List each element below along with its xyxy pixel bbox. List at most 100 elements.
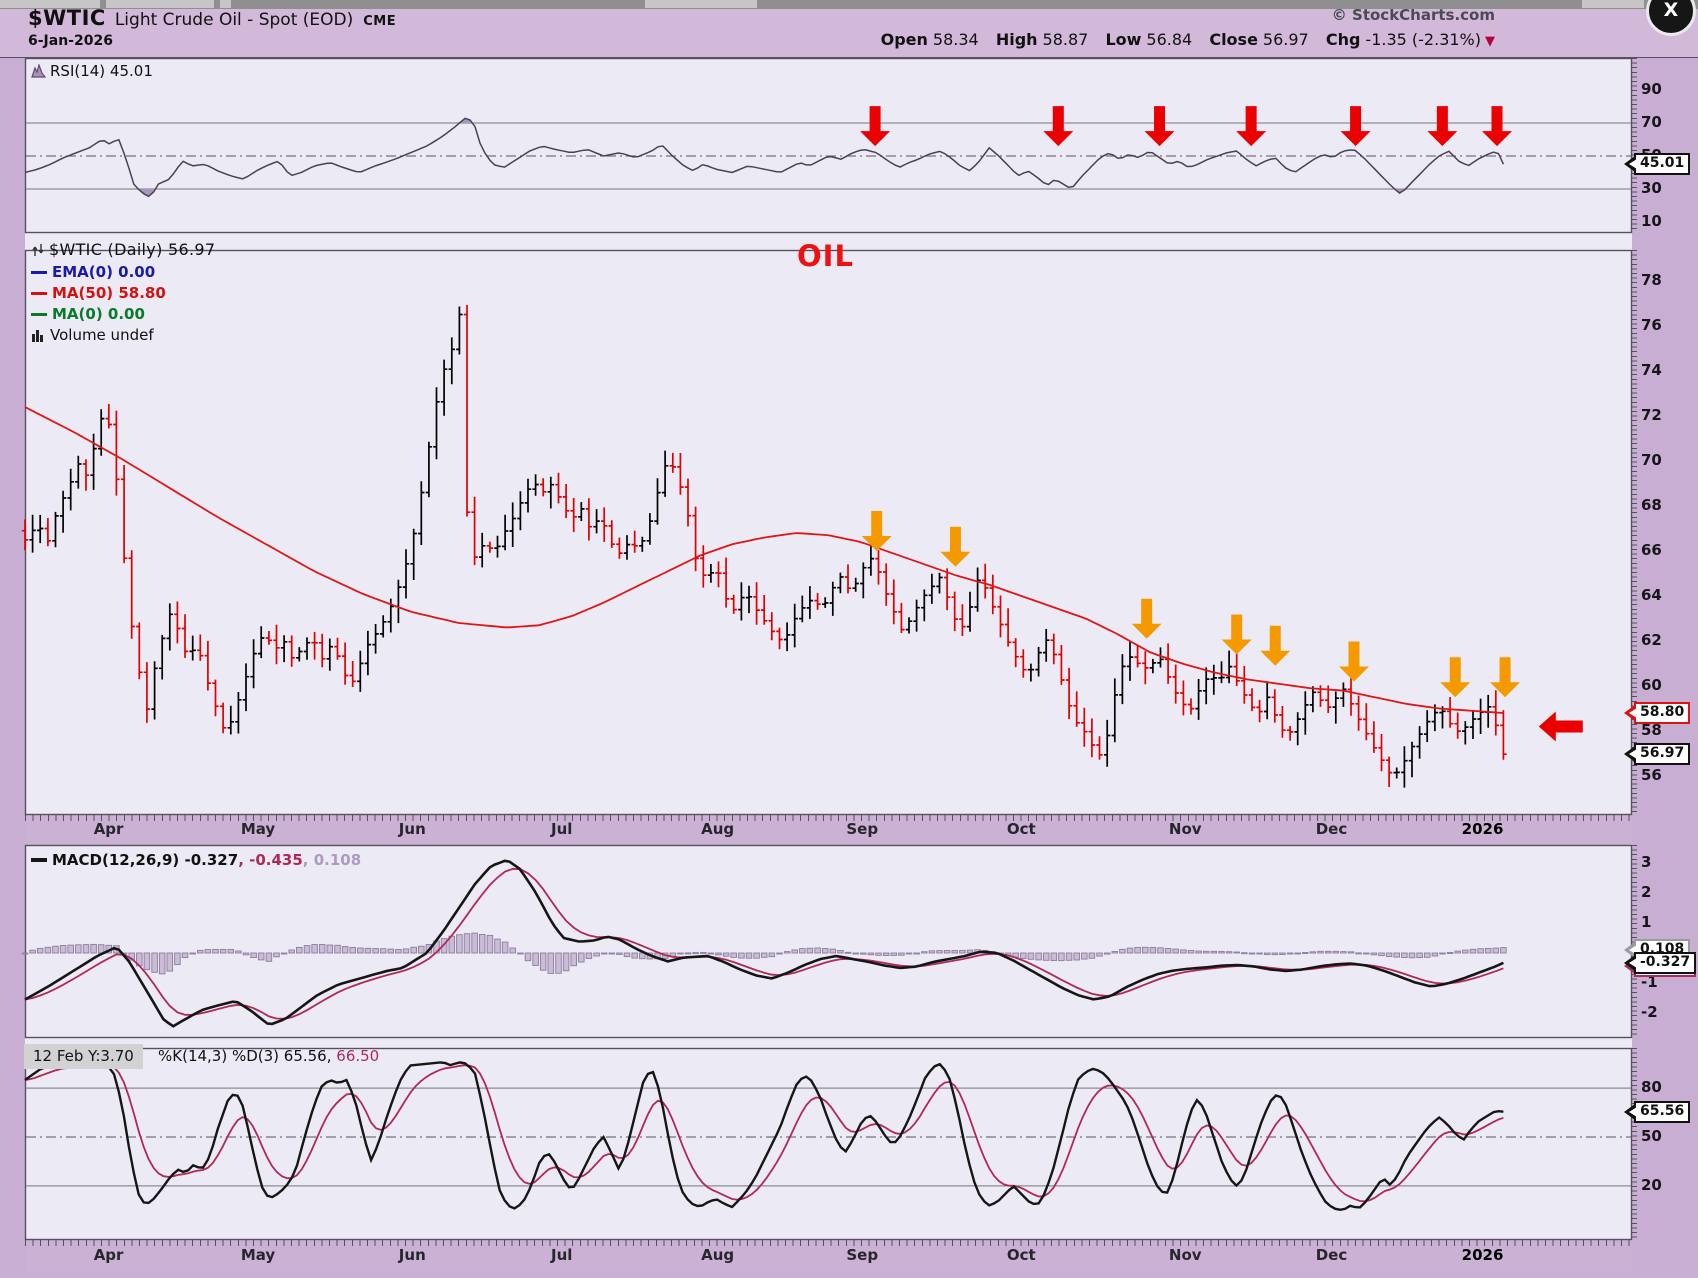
- rsi-axis-label-30: 30: [1641, 179, 1662, 197]
- x-axis-label-jun: Jun: [398, 1246, 426, 1264]
- ma0-line-swatch: [31, 313, 47, 316]
- x-axis-label-2026: 2026: [1461, 820, 1504, 838]
- ma50-line-swatch: [31, 292, 47, 295]
- symbol-label: $WTIC: [28, 6, 106, 30]
- rsi-sell-arrows: [860, 106, 1513, 147]
- rsi-line: [24, 117, 1505, 198]
- price-y-axis-ticks: [1632, 250, 1637, 815]
- x-axis-label-oct: Oct: [1006, 1246, 1036, 1264]
- macd-axis-label-1: 1: [1641, 913, 1652, 931]
- price-value-callout-56.97: 56.97: [1623, 743, 1691, 766]
- price-symbol-label: $WTIC (Daily) 56.97: [49, 240, 216, 259]
- stoch-legend: %K(14,3) %D(3) 65.56, 66.50: [158, 1047, 379, 1065]
- open-label: Open: [880, 30, 928, 49]
- price-axis-label-56: 56: [1641, 766, 1662, 784]
- ma50-line: [24, 406, 1504, 714]
- chart-header: [0, 9, 1698, 58]
- ma0-legend-label: MA(0) 0.00: [52, 305, 145, 323]
- ema-legend: EMA(0) 0.00: [31, 263, 155, 281]
- macd-legend: MACD(12,26,9) -0.327, -0.435, 0.108: [31, 851, 361, 869]
- rsi-value-callout-45.01: 45.01: [1623, 153, 1691, 176]
- rsi-indicator-icon: [31, 63, 47, 82]
- x-axis-label-nov: Nov: [1168, 1246, 1202, 1264]
- ema-line-swatch: [31, 271, 47, 274]
- updown-arrows-icon: [31, 242, 45, 261]
- price-panel-frame: [24, 249, 1633, 816]
- macd-axis-label--2: -2: [1641, 1003, 1658, 1021]
- ma50-legend: MA(50) 58.80: [31, 284, 166, 302]
- low-value: 56.84: [1146, 30, 1193, 49]
- x-axis-label-aug: Aug: [701, 820, 735, 838]
- volume-legend-label: Volume undef: [50, 326, 154, 344]
- price-axis-label-60: 60: [1641, 676, 1662, 694]
- price-axis-label-58: 58: [1641, 721, 1662, 739]
- rsi-panel-frame: [24, 57, 1633, 234]
- price-axis-label-74: 74: [1641, 361, 1662, 379]
- macd-legend-hist: , 0.108: [302, 851, 362, 869]
- price-axis-label-66: 66: [1641, 541, 1662, 559]
- chg-down-triangle-icon: ▼: [1485, 34, 1495, 49]
- chart-date: 6-Jan-2026: [28, 33, 113, 49]
- stoch-axis-label-50: 50: [1641, 1127, 1662, 1145]
- x-axis-label-jun: Jun: [398, 820, 426, 838]
- stoch-d-line: [24, 1063, 1504, 1203]
- macd-legend-main: MACD(12,26,9) -0.327: [52, 851, 239, 869]
- price-axis-label-72: 72: [1641, 406, 1662, 424]
- chg-value: -1.35 (-2.31%): [1365, 30, 1481, 49]
- window-tab-segment: [645, 0, 757, 8]
- macd-value-callout--0.327: -0.327: [1623, 951, 1697, 974]
- price-ohlc-bars-down: [21, 304, 1507, 787]
- price-axis-label-68: 68: [1641, 496, 1662, 514]
- price-axis-label-70: 70: [1641, 451, 1662, 469]
- x-axis-label-jul: Jul: [551, 820, 573, 838]
- ohlc-quote-row: Open 58.34 High 58.87 Low 56.84 Close 56.97 …: [881, 30, 1495, 49]
- stockcharts-brand: © StockCharts.com: [1331, 6, 1495, 24]
- macd-line-swatch: [31, 858, 47, 862]
- price-ohlc-bars-up: [29, 306, 1492, 788]
- x-axis-label-sep: Sep: [846, 820, 879, 838]
- chart-title: $WTIC Light Crude Oil - Spot (EOD) CME: [28, 6, 396, 30]
- price-sell-arrows: [861, 511, 1521, 698]
- stoch-legend-d: 66.50: [336, 1047, 380, 1065]
- macd-legend-signal: , -0.435: [238, 851, 303, 869]
- x-axis-label-may: May: [240, 1246, 276, 1264]
- macd-line: [24, 859, 1504, 1028]
- macd-axis-label--1: -1: [1641, 973, 1658, 991]
- x-axis-label-apr: Apr: [93, 1246, 124, 1264]
- price-axis-label-78: 78: [1641, 271, 1662, 289]
- x-axis-label-sep: Sep: [846, 1246, 879, 1264]
- stoch-legend-k: %K(14,3) %D(3) 65.56,: [158, 1047, 332, 1065]
- price-x-axis-ticks: [25, 815, 1632, 821]
- rsi-axis-label-10: 10: [1641, 212, 1662, 230]
- window-tab-segment: [106, 0, 214, 8]
- close-value: 56.97: [1262, 30, 1309, 49]
- x-axis-label-jul: Jul: [551, 1246, 573, 1264]
- price-symbol-legend: $WTIC (Daily) 56.97: [31, 240, 215, 261]
- stoch-y-axis-ticks: [1632, 1048, 1637, 1240]
- instrument-name: Light Crude Oil - Spot (EOD): [114, 10, 354, 30]
- price-left-arrow: [1538, 711, 1583, 742]
- ma50-legend-label: MA(50) 58.80: [52, 284, 166, 302]
- rsi-y-axis-ticks: [1632, 58, 1637, 233]
- chg-label: Chg: [1325, 30, 1361, 49]
- stoch-x-axis-ticks: [25, 1240, 1632, 1246]
- price-axis-label-62: 62: [1641, 631, 1662, 649]
- macd-histogram: [21, 932, 1507, 975]
- stoch-k-line: [24, 1061, 1504, 1212]
- high-label: High: [995, 30, 1038, 49]
- open-value: 58.34: [932, 30, 979, 49]
- stoch-panel-frame: [24, 1047, 1633, 1241]
- price-value-callout-58.80: 58.80: [1623, 702, 1691, 724]
- x-axis-label-dec: Dec: [1315, 820, 1348, 838]
- stoch-axis-label-80: 80: [1641, 1078, 1662, 1097]
- high-value: 58.87: [1042, 30, 1089, 49]
- close-label: Close: [1209, 30, 1258, 49]
- x-axis-label-may: May: [240, 820, 276, 838]
- x-axis-label-nov: Nov: [1168, 820, 1202, 838]
- x-axis-label-apr: Apr: [93, 820, 124, 838]
- window-tab-segment: [220, 0, 231, 8]
- rsi-oversold-fill: [138, 189, 1405, 197]
- ema-legend-label: EMA(0) 0.00: [52, 263, 156, 281]
